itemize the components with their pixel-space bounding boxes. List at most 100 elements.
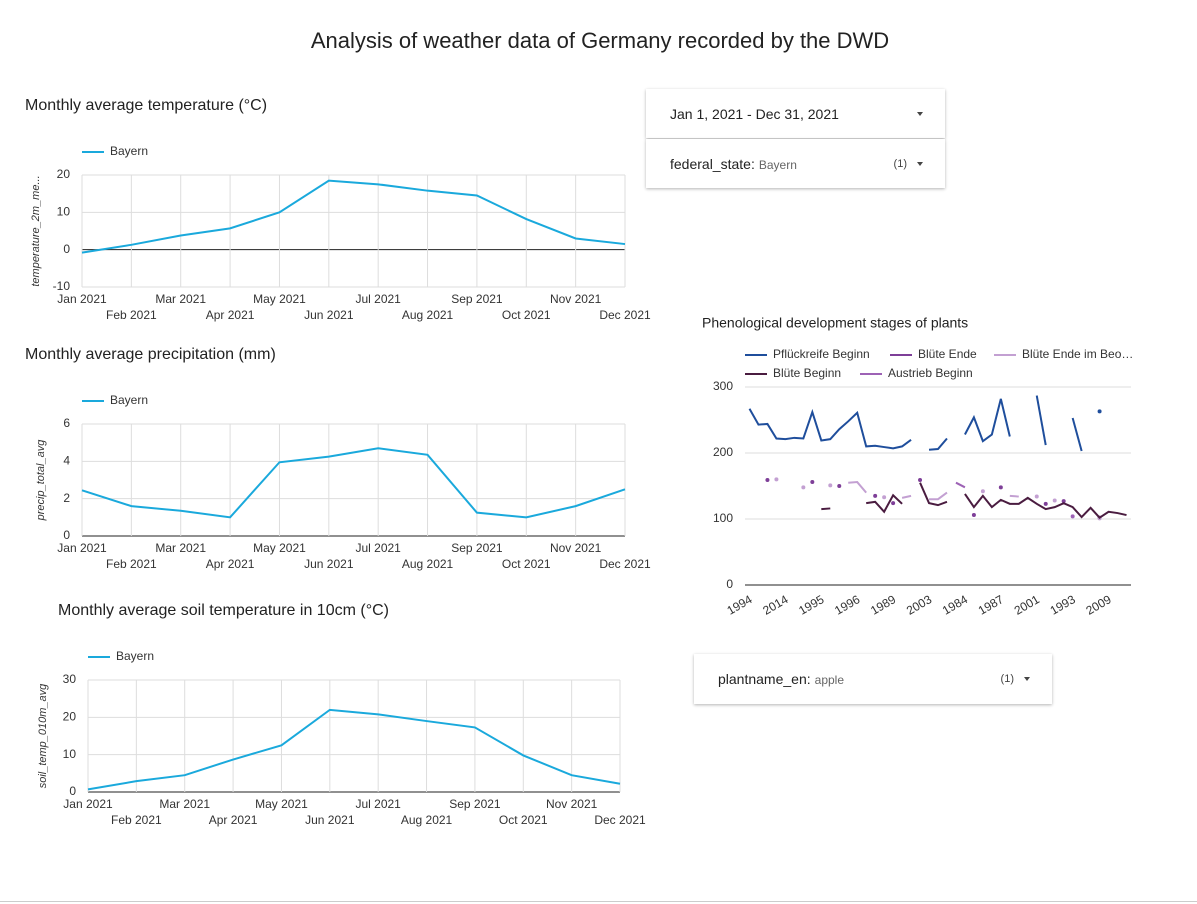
x-tick-label: May 2021: [253, 292, 306, 306]
x-tick-label: Oct 2021: [502, 557, 551, 571]
filter-count: (1): [1000, 673, 1014, 685]
filter-control[interactable]: plantname_en: apple (1): [694, 654, 1052, 704]
x-tick-label: Dec 2021: [594, 813, 646, 827]
line-series: [929, 491, 948, 501]
dropdown-caret: [917, 161, 923, 166]
filter-text: federal_state: Bayern: [670, 156, 797, 172]
line-series: [955, 481, 966, 489]
filter-count: (1): [893, 157, 907, 170]
line-series: [901, 494, 912, 499]
x-tick-label: 1984: [940, 592, 970, 618]
line-series: [964, 398, 1011, 443]
filter-label: plantname_en:: [718, 671, 811, 687]
y-tick-label: 30: [63, 672, 77, 686]
x-tick-label: Feb 2021: [111, 813, 162, 827]
x-tick-label: Nov 2021: [550, 292, 602, 306]
line-series: [81, 447, 626, 519]
filter-control[interactable]: federal_state: Bayern (1): [646, 139, 945, 188]
y-tick-label: 200: [713, 445, 733, 459]
y-tick-label: 6: [63, 416, 70, 430]
x-tick-label: Jun 2021: [305, 813, 355, 827]
y-tick-label: 20: [63, 710, 77, 724]
line-point: [765, 478, 770, 483]
x-tick-label: 1989: [868, 592, 898, 618]
line-point: [1034, 494, 1039, 499]
y-tick-label: 0: [63, 528, 70, 542]
line-series: [1071, 417, 1083, 452]
x-tick-label: Dec 2021: [599, 557, 651, 571]
y-tick-label: 0: [726, 577, 733, 591]
x-tick-label: Mar 2021: [159, 797, 210, 811]
x-tick-label: Aug 2021: [402, 557, 454, 571]
x-tick-label: 1995: [796, 592, 826, 618]
x-tick-label: Aug 2021: [401, 813, 453, 827]
line-point: [801, 485, 806, 490]
x-tick-label: 1996: [832, 592, 862, 618]
dropdown-caret: [917, 111, 923, 116]
x-tick-label: Oct 2021: [499, 813, 548, 827]
x-tick-label: Jan 2021: [57, 541, 107, 555]
x-tick-label: 1987: [976, 592, 1006, 618]
line-point: [828, 483, 833, 488]
line-point: [810, 480, 815, 485]
legend-label: Bayern: [110, 144, 148, 158]
x-tick-label: Jun 2021: [304, 557, 354, 571]
line-series: [928, 437, 948, 451]
legend-label: Bayern: [110, 393, 148, 407]
filter-label: federal_state:: [670, 155, 755, 172]
legend-label: Blüte Ende im Beo…: [1022, 347, 1133, 361]
line-point: [891, 501, 896, 506]
x-tick-label: Nov 2021: [546, 797, 598, 811]
page-title: Analysis of weather data of Germany reco…: [311, 28, 889, 53]
x-tick-label: Apr 2021: [206, 557, 255, 571]
line-point: [998, 485, 1003, 490]
chart-title: Monthly average temperature (°C): [25, 97, 267, 114]
y-tick-label: -10: [53, 279, 71, 293]
x-tick-label: Feb 2021: [106, 308, 157, 322]
y-tick-label: 100: [713, 511, 733, 525]
y-tick-label: 300: [713, 379, 733, 393]
line-point: [873, 493, 878, 498]
line-point: [882, 495, 887, 500]
x-tick-label: 1994: [724, 592, 754, 618]
line-series: [748, 408, 912, 450]
x-tick-label: Aug 2021: [402, 308, 454, 322]
y-tick-label: 10: [57, 205, 71, 219]
line-point: [1070, 514, 1075, 519]
y-axis-label: precip_total_avg: [35, 439, 47, 522]
line-point: [980, 489, 985, 494]
x-tick-label: Oct 2021: [502, 308, 551, 322]
x-tick-label: 2003: [904, 592, 934, 618]
x-tick-label: Mar 2021: [155, 541, 206, 555]
line-point: [918, 478, 923, 483]
line-point: [971, 513, 976, 518]
x-tick-label: Jul 2021: [355, 541, 401, 555]
y-tick-label: 0: [63, 242, 70, 256]
x-tick-label: Feb 2021: [106, 557, 157, 571]
date-range-control[interactable]: Jan 1, 2021 - Dec 31, 2021: [646, 89, 945, 138]
y-tick-label: 10: [63, 747, 77, 761]
date-range: Jan 1, 2021 - Dec 31, 2021: [670, 105, 839, 122]
filter-value: apple: [814, 673, 845, 687]
y-tick-label: 0: [69, 784, 76, 798]
dropdown-caret: [1024, 677, 1030, 681]
x-tick-label: Mar 2021: [155, 292, 206, 306]
line-series: [848, 481, 867, 494]
line-point: [1043, 501, 1048, 506]
x-tick-label: Sep 2021: [451, 292, 503, 306]
x-tick-label: May 2021: [255, 797, 308, 811]
x-tick-label: Jan 2021: [63, 797, 113, 811]
y-tick-label: 4: [63, 454, 70, 468]
line-series: [81, 179, 626, 254]
line-point: [774, 477, 779, 482]
line-series: [919, 482, 948, 507]
x-tick-label: 1993: [1048, 592, 1078, 618]
line-series: [964, 493, 1127, 519]
x-tick-label: Jan 2021: [57, 292, 107, 306]
chart-title: Monthly average soil temperature in 10cm…: [58, 602, 389, 619]
y-tick-label: 2: [63, 491, 70, 505]
x-tick-label: Apr 2021: [206, 308, 255, 322]
x-tick-label: May 2021: [253, 541, 306, 555]
line-point: [1052, 498, 1057, 503]
